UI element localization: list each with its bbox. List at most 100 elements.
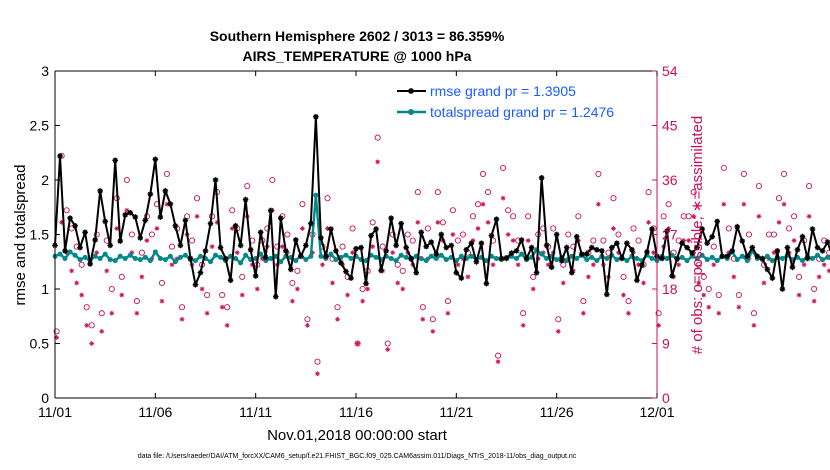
obs-assimilated-point	[641, 280, 646, 286]
obs-possible-point	[500, 164, 507, 171]
obs-assimilated-point	[345, 292, 350, 298]
totalspread-point	[147, 258, 153, 264]
y-axis-label-right: # of obs: o=possible; ∗=assimilated	[689, 116, 706, 355]
rmse-point	[92, 237, 98, 243]
obs-possible-point	[705, 285, 712, 293]
totalspread-point	[664, 255, 670, 261]
rmse-point	[468, 240, 475, 247]
totalspread-point	[243, 252, 249, 258]
obs-possible-point	[590, 237, 597, 244]
totalspread-point	[574, 255, 580, 261]
obs-assimilated-point	[289, 298, 295, 304]
totalspread-point	[388, 255, 394, 261]
obs-possible-point	[474, 201, 482, 208]
obs-possible-point	[665, 201, 672, 208]
x-tick-label: 11/26	[540, 404, 574, 420]
rmse-point	[649, 226, 655, 232]
rmse-point	[448, 242, 455, 249]
obs-assimilated-point	[776, 219, 782, 225]
totalspread-point	[258, 251, 264, 257]
rmse-point	[568, 269, 575, 276]
obs-possible-point	[349, 225, 356, 232]
y-tick-label-left: 0	[41, 390, 49, 406]
rmse-point	[789, 264, 796, 270]
obs-assimilated-point	[691, 213, 697, 219]
obs-assimilated-point	[69, 268, 75, 274]
rmse-point	[393, 242, 399, 249]
obs-possible-point	[826, 249, 830, 256]
rmse-point	[192, 281, 199, 288]
totalspread-point	[744, 258, 750, 264]
obs-possible-point	[710, 243, 717, 250]
rmse-point	[102, 218, 108, 225]
rmse-point	[794, 246, 801, 253]
rmse-point	[433, 251, 440, 257]
totalspread-point	[519, 251, 525, 257]
obs-assimilated-point	[585, 274, 591, 280]
totalspread-point	[308, 253, 314, 259]
obs-possible-point	[655, 310, 662, 317]
totalspread-point	[589, 254, 595, 260]
rmse-point	[202, 248, 209, 254]
obs-possible-point	[374, 134, 381, 141]
obs-possible-point	[525, 213, 532, 220]
rmse-point	[528, 244, 535, 251]
rmse-point	[804, 255, 811, 262]
obs-possible-point	[128, 231, 135, 238]
obs-possible-point	[595, 170, 602, 177]
obs-possible-point	[550, 225, 557, 232]
totalspread-point	[177, 254, 183, 260]
obs-assimilated-point	[580, 310, 586, 316]
obs-possible-point	[158, 279, 166, 286]
rmse-point	[262, 254, 269, 261]
obs-possible-point	[479, 170, 487, 177]
obs-assimilated-point	[315, 371, 320, 377]
totalspread-point	[162, 257, 168, 263]
obs-assimilated-point	[781, 201, 787, 207]
rmse-point	[398, 220, 404, 227]
rmse-point	[227, 277, 234, 284]
obs-possible-point	[635, 237, 642, 244]
obs-assimilated-point	[596, 201, 601, 207]
y-tick-label-right: 36	[662, 172, 678, 188]
obs-possible-point	[530, 273, 537, 280]
totalspread-point	[734, 257, 740, 263]
obs-assimilated-point	[325, 226, 330, 231]
totalspread-point	[157, 255, 163, 261]
obs-assimilated-point	[530, 286, 536, 292]
rmse-point	[578, 251, 585, 257]
rmse-point	[533, 269, 540, 276]
obs-possible-point	[610, 195, 617, 202]
rmse-point	[353, 245, 359, 252]
rmse-point	[749, 244, 756, 251]
obs-possible-point	[715, 292, 722, 299]
obs-assimilated-point	[330, 280, 335, 286]
rmse-point	[594, 246, 600, 253]
totalspread-point	[438, 252, 444, 258]
totalspread-point	[233, 255, 239, 261]
obs-assimilated-point	[711, 262, 717, 268]
rmse-point	[563, 244, 570, 251]
rmse-point	[378, 267, 384, 274]
obs-assimilated-point	[224, 322, 230, 328]
totalspread-point	[218, 254, 224, 260]
rmse-point	[604, 291, 610, 298]
obs-possible-point	[334, 304, 341, 311]
obs-assimilated-point	[350, 250, 355, 256]
totalspread-point	[92, 253, 98, 259]
obs-assimilated-point	[701, 292, 707, 298]
rmse-point	[157, 214, 164, 220]
rmse-point	[267, 207, 274, 214]
totalspread-point	[112, 258, 118, 264]
rmse-point	[548, 264, 555, 270]
rmse-point	[423, 243, 430, 250]
obs-assimilated-point	[159, 298, 165, 304]
rmse-point	[709, 233, 715, 240]
rmse-point	[639, 262, 645, 268]
legend-marker-spread	[408, 109, 414, 115]
obs-possible-point	[304, 316, 311, 323]
rmse-point	[252, 273, 259, 279]
rmse-point	[473, 258, 480, 265]
rmse-point	[187, 255, 194, 262]
rmse-point	[694, 244, 700, 251]
